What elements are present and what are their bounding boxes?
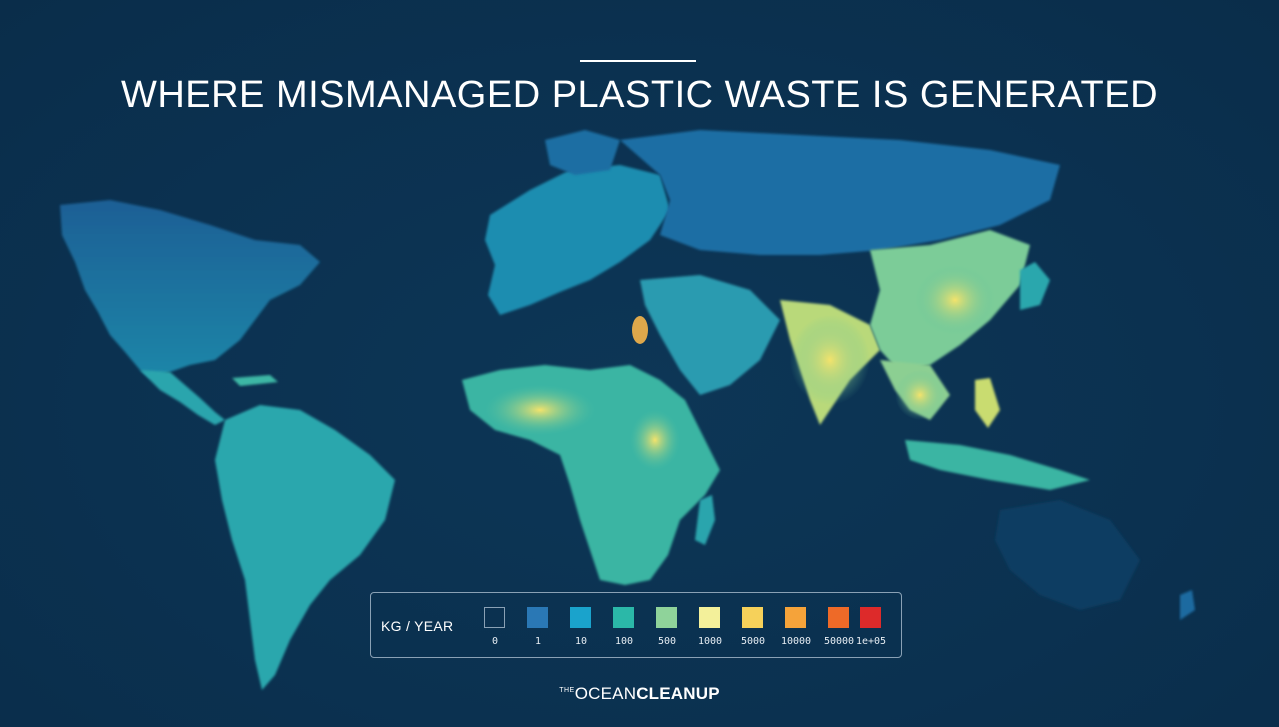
landmass-south-america (215, 405, 395, 690)
legend-swatch-2 (570, 607, 591, 628)
legend-item-4: 500 (643, 605, 691, 651)
hotspot-southeast-asia (895, 370, 945, 420)
legend-label-8: 50000 (823, 636, 855, 647)
landmass-central-america (140, 370, 225, 425)
landmass-indonesia (905, 440, 1090, 490)
landmass-middle-east (640, 275, 780, 395)
legend-item-3: 100 (600, 605, 648, 651)
legend-item-1: 1 (514, 605, 562, 651)
brand-the: THE (559, 687, 575, 694)
legend-swatch-0 (484, 607, 505, 628)
hotspot-east-africa (630, 410, 680, 470)
title-rule (580, 60, 696, 62)
legend-label-6: 5000 (740, 636, 766, 647)
landmass-north-america (60, 200, 320, 378)
legend-label-5: 1000 (697, 636, 723, 647)
landmass-australia (995, 500, 1140, 610)
legend-item-2: 10 (557, 605, 605, 651)
legend-swatch-8 (828, 607, 849, 628)
legend-swatch-3 (613, 607, 634, 628)
legend-swatch-6 (742, 607, 763, 628)
legend-item-9: 1e+05 (847, 605, 895, 651)
legend-swatch-1 (527, 607, 548, 628)
landmass-madagascar (695, 495, 715, 545)
legend-item-8: 50000 (815, 605, 863, 651)
legend-item-6: 5000 (729, 605, 777, 651)
legend: KG / YEAR 0 1 10 100 500 1000 5000 (370, 592, 902, 658)
legend-label-0: 0 (491, 636, 499, 647)
landmass-new-zealand (1180, 590, 1195, 620)
hotspot-india (790, 315, 870, 405)
landmass-europe (485, 165, 670, 315)
legend-label-4: 500 (657, 636, 677, 647)
legend-title: KG / YEAR (381, 618, 454, 634)
brand-logo: THEOCEANCLEANUP (0, 684, 1279, 704)
landmass-north-asia (620, 130, 1060, 255)
landmass-caribbean (232, 375, 278, 386)
legend-swatch-9 (860, 607, 881, 628)
legend-swatch-7 (785, 607, 806, 628)
landmass-scandinavia (545, 130, 620, 175)
landmass-japan (1020, 262, 1050, 310)
brand-ocean: OCEAN (574, 684, 637, 703)
legend-label-7: 10000 (780, 636, 812, 647)
landmass-philippines (975, 378, 1000, 428)
legend-label-1: 1 (534, 636, 542, 647)
hotspot-nile (632, 316, 648, 344)
legend-item-5: 1000 (686, 605, 734, 651)
legend-label-9: 1e+05 (855, 636, 887, 647)
brand-cleanup: CLEANUP (636, 684, 720, 703)
legend-swatch-5 (699, 607, 720, 628)
legend-label-2: 10 (574, 636, 588, 647)
legend-label-3: 100 (614, 636, 634, 647)
legend-item-7: 10000 (772, 605, 820, 651)
legend-item-0: 0 (471, 605, 519, 651)
legend-swatch-4 (656, 607, 677, 628)
hotspot-west-africa (485, 385, 595, 435)
page-title: WHERE MISMANAGED PLASTIC WASTE IS GENERA… (120, 74, 1159, 116)
hotspot-east-china (915, 265, 995, 335)
